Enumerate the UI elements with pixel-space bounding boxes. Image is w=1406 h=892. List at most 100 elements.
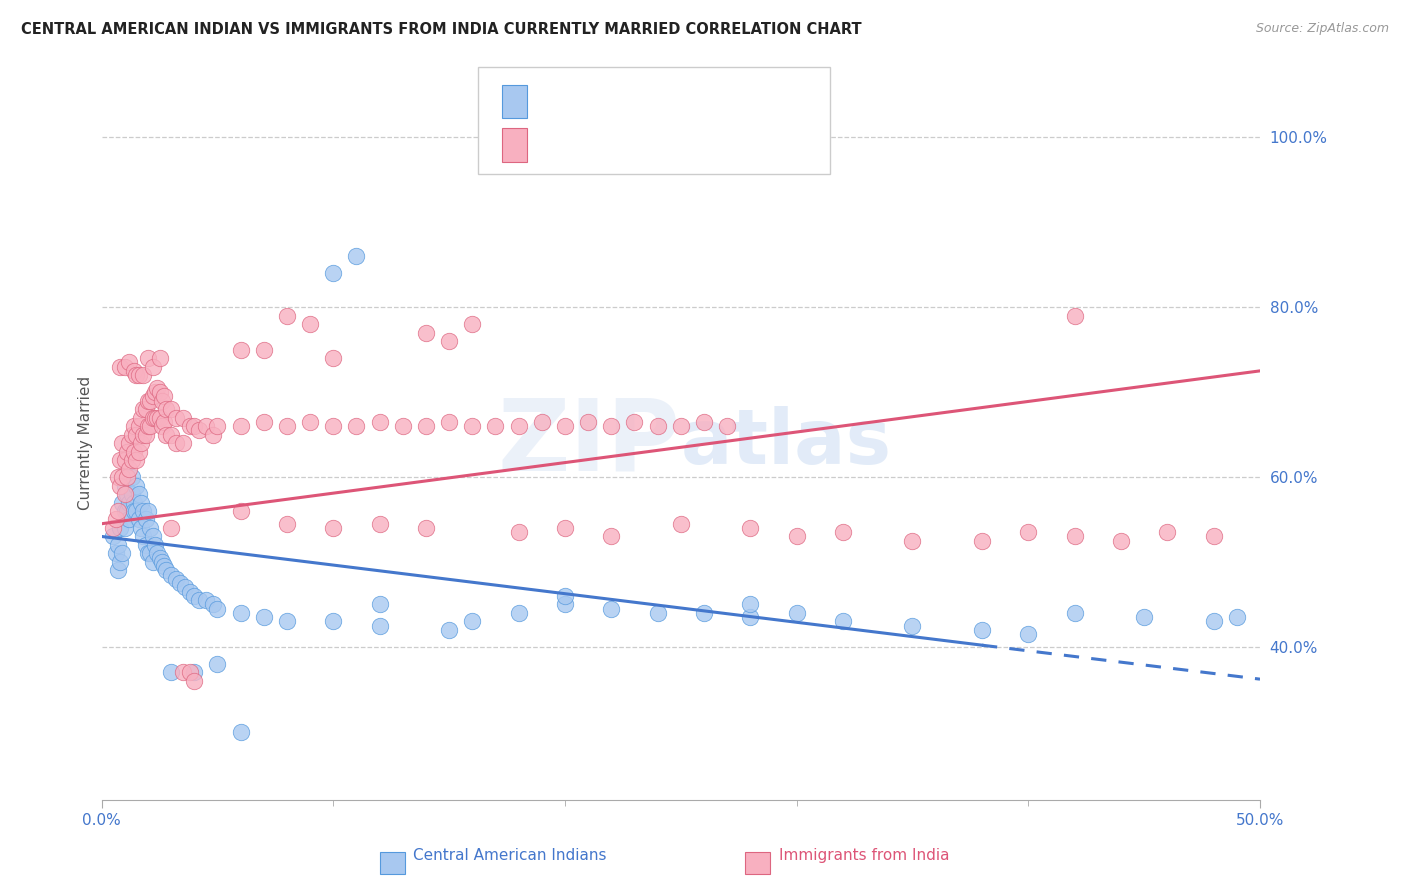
Point xyxy=(207,601,229,615)
Point xyxy=(160,521,183,535)
Point xyxy=(693,415,716,429)
Point xyxy=(174,581,197,595)
Point xyxy=(146,381,169,395)
Point xyxy=(108,453,131,467)
Point xyxy=(276,309,298,323)
Point xyxy=(647,419,669,434)
Point xyxy=(128,368,150,383)
Point xyxy=(103,529,125,543)
Point xyxy=(276,516,298,531)
Point xyxy=(114,521,136,535)
Point xyxy=(229,724,252,739)
Point xyxy=(160,567,183,582)
Point xyxy=(111,436,134,450)
Point xyxy=(179,665,201,680)
Point xyxy=(129,436,152,450)
Point xyxy=(115,444,138,458)
Point xyxy=(1063,606,1085,620)
Point xyxy=(142,529,165,543)
Point xyxy=(229,419,252,434)
Point xyxy=(623,415,645,429)
Point xyxy=(121,487,143,501)
Point xyxy=(121,470,143,484)
Point xyxy=(600,601,623,615)
Point xyxy=(346,249,368,263)
Point xyxy=(108,555,131,569)
Point xyxy=(146,546,169,560)
Point xyxy=(194,419,217,434)
Point xyxy=(786,529,808,543)
Point xyxy=(132,504,155,518)
Point xyxy=(139,546,162,560)
Point xyxy=(125,368,148,383)
Point xyxy=(114,504,136,518)
Point xyxy=(125,453,148,467)
Point xyxy=(508,606,530,620)
Point xyxy=(111,470,134,484)
Point xyxy=(155,427,177,442)
Point xyxy=(122,504,145,518)
Point xyxy=(183,419,205,434)
Point xyxy=(346,419,368,434)
Point xyxy=(129,495,152,509)
Point xyxy=(201,598,224,612)
Point xyxy=(128,487,150,501)
Point xyxy=(142,410,165,425)
Point xyxy=(125,427,148,442)
Point xyxy=(1017,525,1039,540)
Point xyxy=(1109,533,1132,548)
Point xyxy=(172,665,194,680)
Text: R =: R = xyxy=(541,81,575,96)
Point xyxy=(368,598,391,612)
Point xyxy=(437,415,460,429)
Point xyxy=(693,606,716,620)
Point xyxy=(183,589,205,603)
Point xyxy=(647,606,669,620)
Point xyxy=(253,343,276,357)
Point xyxy=(135,427,157,442)
Text: Source: ZipAtlas.com: Source: ZipAtlas.com xyxy=(1256,22,1389,36)
Point xyxy=(183,665,205,680)
Point xyxy=(1063,309,1085,323)
Point xyxy=(148,550,170,565)
Point xyxy=(165,572,187,586)
Point xyxy=(136,546,159,560)
Point xyxy=(150,555,173,569)
Point xyxy=(118,512,141,526)
Point xyxy=(322,266,344,280)
Point xyxy=(132,427,155,442)
Point xyxy=(669,419,692,434)
Point xyxy=(121,453,143,467)
Point xyxy=(576,415,599,429)
Point xyxy=(1156,525,1178,540)
Point xyxy=(970,623,993,637)
Point xyxy=(128,512,150,526)
Point xyxy=(415,521,437,535)
Point xyxy=(118,495,141,509)
Point xyxy=(253,415,276,429)
Point xyxy=(740,521,762,535)
Point xyxy=(132,529,155,543)
Point xyxy=(148,385,170,400)
Point xyxy=(229,504,252,518)
Point xyxy=(115,470,138,484)
Point xyxy=(115,487,138,501)
Point xyxy=(114,478,136,492)
Point xyxy=(322,419,344,434)
Point xyxy=(107,564,129,578)
Point xyxy=(160,427,183,442)
Text: CENTRAL AMERICAN INDIAN VS IMMIGRANTS FROM INDIA CURRENTLY MARRIED CORRELATION C: CENTRAL AMERICAN INDIAN VS IMMIGRANTS FR… xyxy=(21,22,862,37)
Y-axis label: Currently Married: Currently Married xyxy=(79,376,93,510)
Point xyxy=(207,419,229,434)
Point xyxy=(115,504,138,518)
Point xyxy=(229,606,252,620)
Point xyxy=(415,419,437,434)
Point xyxy=(322,615,344,629)
Point xyxy=(415,326,437,340)
Text: N =: N = xyxy=(657,81,700,96)
Point xyxy=(484,419,506,434)
Point xyxy=(148,410,170,425)
Point xyxy=(148,351,170,365)
Text: ZIP: ZIP xyxy=(498,394,681,491)
Point xyxy=(276,615,298,629)
